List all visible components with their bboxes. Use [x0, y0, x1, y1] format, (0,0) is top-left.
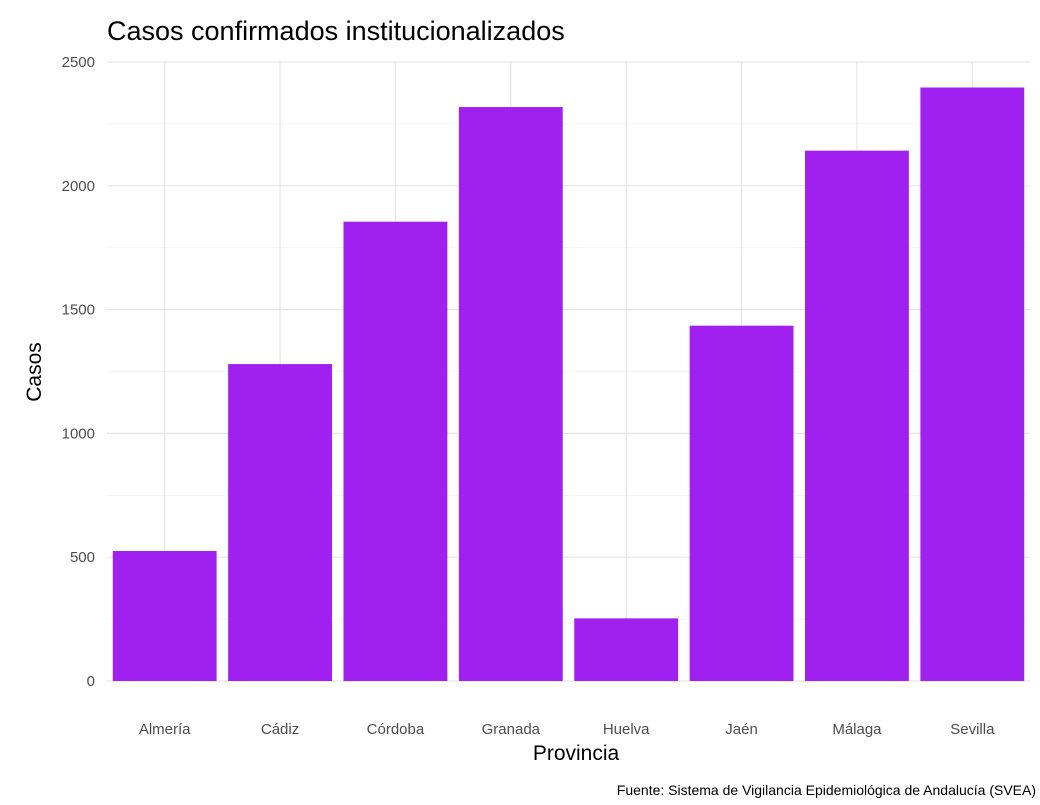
bar-7 [805, 150, 909, 681]
bar-5 [574, 618, 679, 681]
x-tick-label: Córdoba [367, 721, 425, 738]
chart-title: Casos confirmados institucionalizados [107, 16, 565, 46]
chart-caption: Fuente: Sistema de Vigilancia Epidemioló… [617, 782, 1036, 798]
bar-2 [228, 364, 332, 681]
x-tick-label: Jaén [725, 721, 758, 738]
bars [112, 87, 1025, 681]
y-tick-label: 1000 [62, 425, 95, 442]
x-tick-label: Huelva [603, 721, 650, 738]
y-tick-label: 1500 [62, 302, 95, 319]
y-tick-label: 500 [70, 549, 95, 566]
y-axis-title: Casos [23, 342, 46, 402]
x-tick-label: Sevilla [950, 721, 995, 738]
x-tick-label: Almería [139, 721, 191, 738]
x-tick-labels: Almería Cádiz Córdoba Granada Huelva Jaén Mála… [139, 721, 995, 738]
y-tick-labels: 0 500 1000 1500 2000 2500 [62, 54, 95, 690]
bar-3 [343, 221, 448, 681]
y-tick-label: 2500 [62, 54, 95, 71]
x-tick-label: Cádiz [261, 721, 299, 738]
y-tick-label: 2000 [62, 178, 95, 195]
x-tick-label: Málaga [832, 721, 882, 738]
bar-8 [920, 87, 1025, 681]
bar-6 [689, 325, 794, 681]
bar-4 [458, 107, 563, 681]
y-tick-label: 0 [87, 673, 95, 690]
x-tick-label: Granada [482, 721, 541, 738]
x-axis-title: Provincia [533, 742, 620, 765]
bar-1 [112, 551, 217, 681]
